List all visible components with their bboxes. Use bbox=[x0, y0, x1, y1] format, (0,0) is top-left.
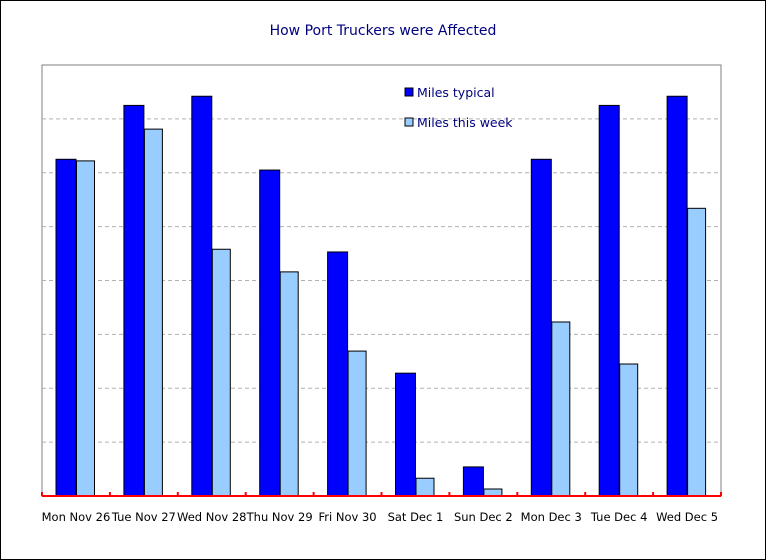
bar-typical bbox=[327, 251, 349, 497]
bar-typical bbox=[259, 169, 281, 497]
bar-typical bbox=[191, 95, 213, 497]
legend: Miles typical Miles this week bbox=[404, 85, 513, 130]
bar-this-week bbox=[483, 488, 503, 497]
x-tick-label: Mon Dec 3 bbox=[521, 510, 582, 524]
bar-typical bbox=[395, 372, 416, 497]
bar-typical bbox=[462, 466, 484, 497]
x-tick-label: Mon Nov 26 bbox=[42, 510, 111, 524]
bar-this-week bbox=[687, 207, 707, 497]
x-tick-label: Wed Dec 5 bbox=[656, 510, 718, 524]
bar-this-week bbox=[347, 350, 367, 497]
bar-this-week bbox=[279, 271, 299, 497]
x-tick-label: Tue Dec 4 bbox=[590, 510, 648, 524]
legend-label-typical: Miles typical bbox=[417, 85, 495, 100]
x-tick-label: Sun Dec 2 bbox=[454, 510, 513, 524]
x-tick-label: Tue Nov 27 bbox=[111, 510, 176, 524]
bar-this-week bbox=[551, 321, 571, 497]
bar-typical bbox=[666, 95, 688, 497]
bar-this-week bbox=[143, 128, 163, 497]
bar-this-week bbox=[76, 160, 95, 497]
bar-this-week bbox=[619, 363, 639, 497]
bar-typical bbox=[598, 104, 620, 497]
x-tick-label: Thu Nov 29 bbox=[246, 510, 313, 524]
bar-this-week bbox=[211, 248, 231, 497]
bar-typical bbox=[530, 158, 552, 497]
bar-typical bbox=[55, 158, 77, 497]
bar-typical bbox=[123, 104, 145, 497]
x-tick-label: Wed Nov 28 bbox=[177, 510, 246, 524]
x-tick-label: Fri Nov 30 bbox=[319, 510, 377, 524]
bar-this-week bbox=[415, 477, 435, 497]
legend-swatch-typical bbox=[404, 87, 414, 97]
legend-swatch-this-week bbox=[404, 117, 414, 127]
x-tick-label: Sat Dec 1 bbox=[388, 510, 444, 524]
legend-label-this-week: Miles this week bbox=[417, 115, 513, 130]
chart-title: How Port Truckers were Affected bbox=[270, 23, 497, 39]
